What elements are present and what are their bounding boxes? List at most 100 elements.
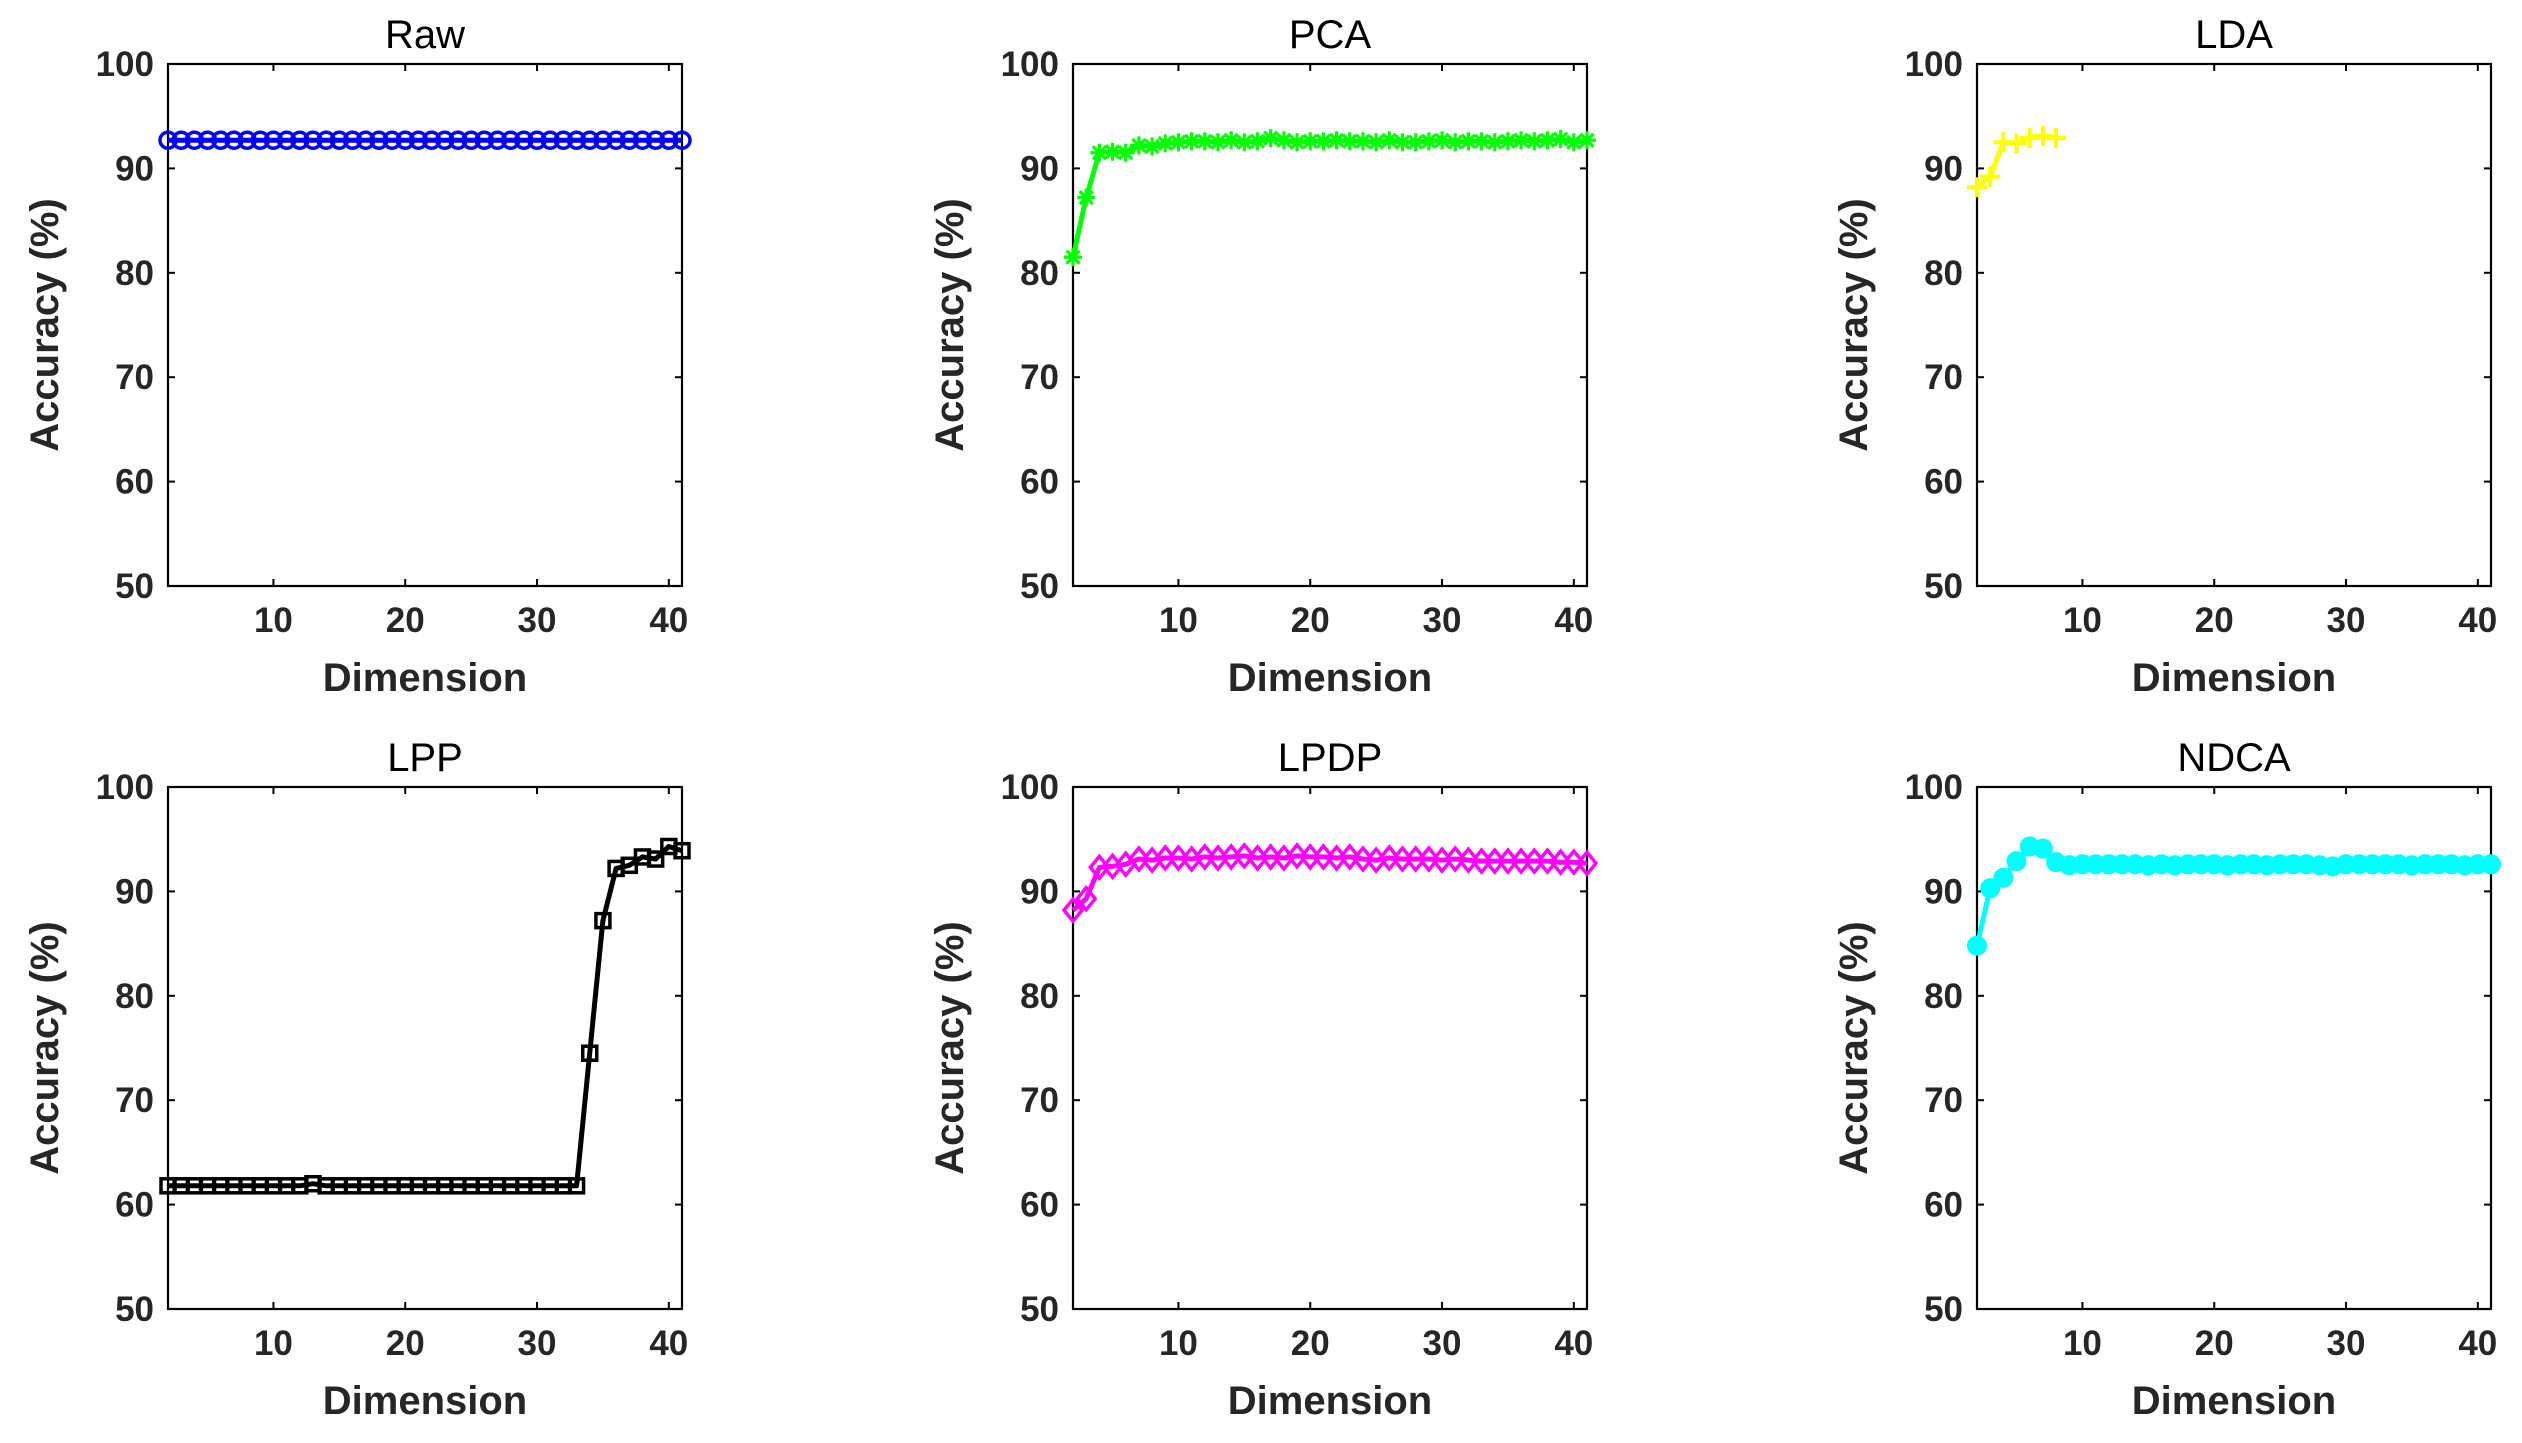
y-tick-label: 70 bbox=[1924, 1081, 1963, 1120]
data-point bbox=[1419, 132, 1438, 151]
data-point bbox=[1248, 132, 1267, 151]
data-point bbox=[1512, 131, 1531, 150]
x-tick-label: 10 bbox=[254, 1324, 293, 1363]
x-tick-label: 30 bbox=[2327, 601, 2366, 640]
data-point bbox=[1340, 132, 1359, 151]
data-point bbox=[594, 911, 612, 930]
data-point bbox=[1274, 131, 1293, 150]
data-point bbox=[184, 130, 205, 150]
data-point bbox=[2032, 838, 2053, 859]
data-point bbox=[1406, 133, 1425, 152]
x-tick-label: 10 bbox=[254, 601, 293, 640]
x-tick-label: 40 bbox=[2458, 1324, 2497, 1363]
panel-pca: 50 60 70 80 90 100 10 20 30 40 PCA Dimension Accurac… bbox=[928, 13, 1596, 700]
x-tick-label: 20 bbox=[1291, 1324, 1330, 1363]
y-tick-label: 80 bbox=[1020, 254, 1059, 293]
data-point bbox=[2006, 133, 2027, 154]
data-point bbox=[171, 130, 191, 150]
data-point bbox=[1182, 132, 1201, 151]
data-point bbox=[1064, 248, 1082, 267]
y-tick-label: 80 bbox=[1020, 977, 1059, 1016]
y-tick-label: 90 bbox=[115, 149, 154, 188]
panel-lpp: 50 60 70 80 90 100 10 20 30 40 LPP Dimension Accurac… bbox=[23, 736, 691, 1423]
x-tick-label: 20 bbox=[1291, 601, 1330, 640]
data-point bbox=[1393, 133, 1412, 152]
data-point bbox=[580, 1044, 599, 1062]
y-tick-label: 80 bbox=[115, 254, 154, 293]
data-point bbox=[1993, 867, 2014, 888]
data-point bbox=[659, 130, 679, 150]
plot-frame bbox=[1975, 62, 2493, 588]
y-tick-label: 80 bbox=[1924, 977, 1963, 1016]
y-tick-label: 70 bbox=[115, 358, 154, 397]
data-point bbox=[566, 130, 587, 150]
x-axis-label: Dimension bbox=[323, 656, 527, 700]
y-tick-label: 90 bbox=[1924, 872, 1963, 911]
data-point bbox=[619, 130, 640, 150]
x-tick-label: 40 bbox=[1554, 1324, 1593, 1363]
panel-title: LDA bbox=[2195, 13, 2273, 57]
data-point bbox=[1288, 133, 1307, 152]
data-point bbox=[1367, 133, 1386, 152]
data-point bbox=[408, 130, 429, 150]
y-tick-label: 60 bbox=[1020, 1186, 1059, 1225]
data-point bbox=[2006, 851, 2027, 872]
x-tick-label: 30 bbox=[2327, 1324, 2366, 1363]
x-tick-label: 10 bbox=[1159, 1324, 1198, 1363]
panel-title: LPP bbox=[387, 736, 463, 780]
panel-title: LPDP bbox=[1278, 736, 1383, 780]
data-point bbox=[355, 130, 376, 150]
x-tick-label: 30 bbox=[518, 601, 557, 640]
x-axis-label: Dimension bbox=[2132, 656, 2336, 700]
data-point bbox=[1380, 131, 1399, 150]
y-tick-label: 100 bbox=[96, 45, 154, 84]
x-tick-label: 20 bbox=[386, 1324, 425, 1363]
data-point bbox=[303, 130, 323, 150]
data-point bbox=[1074, 884, 1098, 913]
data-point bbox=[448, 130, 468, 150]
data-point bbox=[1564, 133, 1583, 152]
y-axis-label: Accuracy (%) bbox=[928, 921, 972, 1174]
data-point bbox=[1233, 842, 1256, 870]
y-axis-label: Accuracy (%) bbox=[23, 921, 67, 1174]
y-tick-label: 60 bbox=[1020, 463, 1059, 502]
data-point bbox=[329, 130, 350, 150]
x-tick-label: 20 bbox=[2195, 601, 2234, 640]
x-axis-label: Dimension bbox=[2132, 1379, 2336, 1423]
y-tick-label: 100 bbox=[1905, 45, 1963, 84]
data-point bbox=[1314, 132, 1333, 151]
y-axis-label: Accuracy (%) bbox=[1832, 198, 1876, 451]
y-tick-label: 100 bbox=[1001, 45, 1059, 84]
series-line-lpp bbox=[168, 844, 683, 1189]
data-point bbox=[2019, 128, 2040, 149]
x-axis-label: Dimension bbox=[1228, 656, 1432, 700]
y-tick-label: 50 bbox=[1020, 1290, 1059, 1329]
y-tick-label: 80 bbox=[115, 977, 154, 1016]
data-point bbox=[276, 130, 297, 150]
data-point bbox=[1301, 132, 1320, 151]
data-point bbox=[500, 130, 521, 150]
plot-frame bbox=[166, 785, 684, 1311]
panel-lpdp: 50 60 70 80 90 100 10 20 30 40 LPDP Dimension Accura… bbox=[928, 736, 1599, 1423]
data-point bbox=[237, 130, 257, 150]
y-tick-label: 100 bbox=[1001, 768, 1059, 807]
data-point bbox=[2032, 126, 2053, 147]
data-point bbox=[1446, 133, 1465, 152]
data-point bbox=[1575, 849, 1599, 877]
data-point bbox=[250, 130, 271, 150]
y-tick-label: 70 bbox=[1020, 358, 1059, 397]
panel-lda: 50 60 70 80 90 100 10 20 30 40 LDA Dimension Accurac… bbox=[1832, 13, 2497, 700]
x-tick-label: 10 bbox=[2063, 601, 2102, 640]
data-point bbox=[1222, 131, 1241, 150]
data-point bbox=[1459, 132, 1478, 151]
data-point bbox=[1353, 132, 1372, 151]
data-point bbox=[527, 130, 547, 150]
data-point bbox=[1129, 136, 1148, 155]
data-point bbox=[1525, 132, 1544, 151]
x-tick-label: 30 bbox=[518, 1324, 557, 1363]
data-point bbox=[1980, 878, 2001, 899]
data-point bbox=[672, 130, 692, 150]
y-tick-label: 60 bbox=[1924, 1186, 1963, 1225]
y-tick-label: 50 bbox=[115, 1290, 154, 1329]
